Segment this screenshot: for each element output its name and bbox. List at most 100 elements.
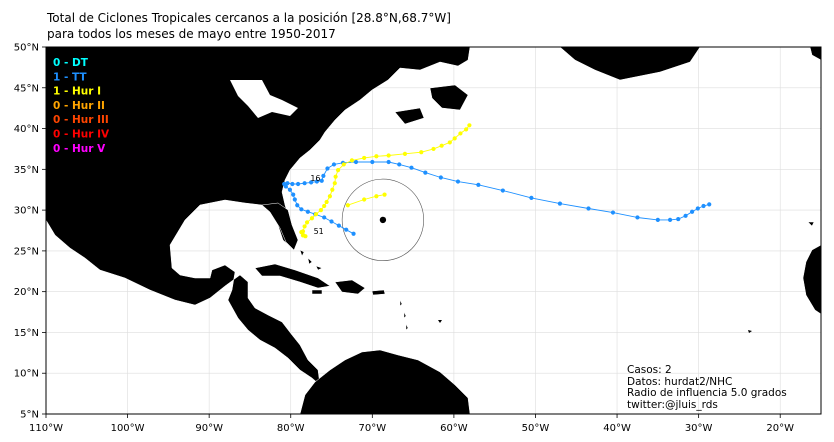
track-point: [476, 182, 481, 187]
x-tick-label: 40°W: [603, 423, 631, 434]
track-point: [500, 188, 505, 193]
land-masses: [46, 47, 821, 414]
track-point: [447, 140, 452, 145]
track-point: [529, 195, 534, 200]
y-tick-label: 20°N: [14, 287, 39, 298]
y-tick-label: 40°N: [14, 124, 39, 135]
track-point: [452, 136, 457, 141]
track-point: [300, 229, 306, 234]
track-point: [345, 203, 350, 208]
track-point: [635, 215, 640, 220]
y-tick-label: 50°N: [14, 43, 39, 54]
x-tick-label: 90°W: [195, 423, 223, 434]
x-tick-label: 80°W: [277, 423, 305, 434]
track-point: [309, 180, 314, 185]
data-source: Datos: hurdat2/NHC: [627, 375, 733, 388]
track-point: [295, 203, 300, 208]
track-point: [336, 223, 341, 228]
track-point: [402, 151, 408, 156]
track-point: [423, 170, 428, 175]
track-point: [439, 143, 444, 148]
track-point: [586, 206, 591, 211]
nova-scotia: [394, 107, 425, 125]
title-line-1: Total de Ciclones Tropicales cercanos a …: [47, 11, 451, 25]
track-point: [458, 131, 463, 136]
bahamas: [299, 249, 323, 271]
track-point: [374, 154, 379, 159]
track-point: [370, 159, 375, 165]
track-point: [285, 181, 290, 186]
cape-verde: [748, 330, 752, 333]
x-tick-label: 60°W: [440, 423, 468, 434]
track-point: [655, 217, 660, 222]
track-point: [327, 194, 332, 199]
track-point: [321, 173, 326, 178]
track-point: [330, 187, 335, 192]
legend-entry: 1 - Hur I: [53, 86, 101, 98]
track-point: [291, 192, 296, 197]
track-point: [322, 203, 327, 209]
track-point: [282, 181, 287, 187]
legend-entry: 0 - Hur V: [53, 143, 106, 155]
track-point: [667, 217, 673, 222]
x-tick-label: 20°W: [766, 423, 794, 434]
y-tick-label: 10°N: [14, 369, 39, 380]
track-point: [305, 209, 310, 214]
cuba: [254, 263, 331, 289]
x-tick-label: 70°W: [359, 423, 387, 434]
track-point: [292, 197, 297, 202]
y-tick-label: 15°N: [14, 328, 39, 339]
hispaniola: [334, 279, 366, 295]
africa: [802, 244, 821, 315]
track-point: [707, 202, 712, 207]
track-point: [335, 168, 341, 173]
y-tick-label: 45°N: [14, 83, 39, 94]
track-point: [695, 206, 700, 211]
newfoundland: [429, 84, 469, 111]
track-point: [341, 162, 346, 167]
track-point: [314, 179, 319, 184]
map-frame: [45, 46, 822, 415]
category-legend: 0 - DT 1 - TT 1 - Hur I 0 - Hur II 0 - Hur I…: [53, 57, 110, 155]
twitter-handle: twitter:@jluis_rds: [627, 398, 718, 411]
x-tick-label: 100°W: [111, 423, 145, 434]
track-point: [349, 158, 355, 163]
track-point: [344, 227, 349, 232]
track-point: [610, 210, 616, 215]
north-america-land: [46, 47, 471, 386]
track-point: [324, 199, 329, 205]
center-position-marker: [379, 216, 387, 224]
track-point: [419, 150, 424, 155]
track-point: [329, 219, 334, 224]
x-tick-label: 30°W: [685, 423, 713, 434]
south-america: [299, 349, 471, 414]
track-point: [676, 216, 681, 222]
x-axis-ticks: 110°W 100°W 90°W 80°W 70°W 60°W 50°W 40°W 30°W 20…: [29, 414, 794, 434]
info-box: Casos: 2 Datos: hurdat2/NHC Radio de inf…: [627, 364, 787, 411]
track-point: [309, 216, 315, 221]
track-point: [409, 165, 414, 170]
track-point: [295, 181, 301, 187]
title-line-2: para todos los meses de mayo entre 1950-…: [47, 27, 336, 41]
track-point: [331, 162, 337, 167]
track-point: [302, 224, 307, 229]
puerto-rico: [371, 289, 386, 296]
track-point: [322, 215, 327, 220]
x-tick-label: 110°W: [29, 423, 63, 434]
influence-radius-circle: [341, 178, 425, 261]
x-tick-label: 50°W: [522, 423, 550, 434]
legend-entry: 0 - Hur IV: [53, 129, 110, 141]
track-point: [438, 175, 443, 180]
track-point: [374, 194, 379, 199]
track-point: [397, 162, 402, 167]
track-point: [701, 203, 706, 209]
track-point: [299, 207, 304, 212]
track-point: [467, 123, 472, 128]
legend-entry: 0 - Hur III: [53, 114, 109, 126]
legend-entry: 0 - Hur II: [53, 100, 105, 112]
track-point: [332, 181, 337, 186]
track-point: [351, 231, 356, 236]
track-tt: 16: [282, 159, 712, 236]
